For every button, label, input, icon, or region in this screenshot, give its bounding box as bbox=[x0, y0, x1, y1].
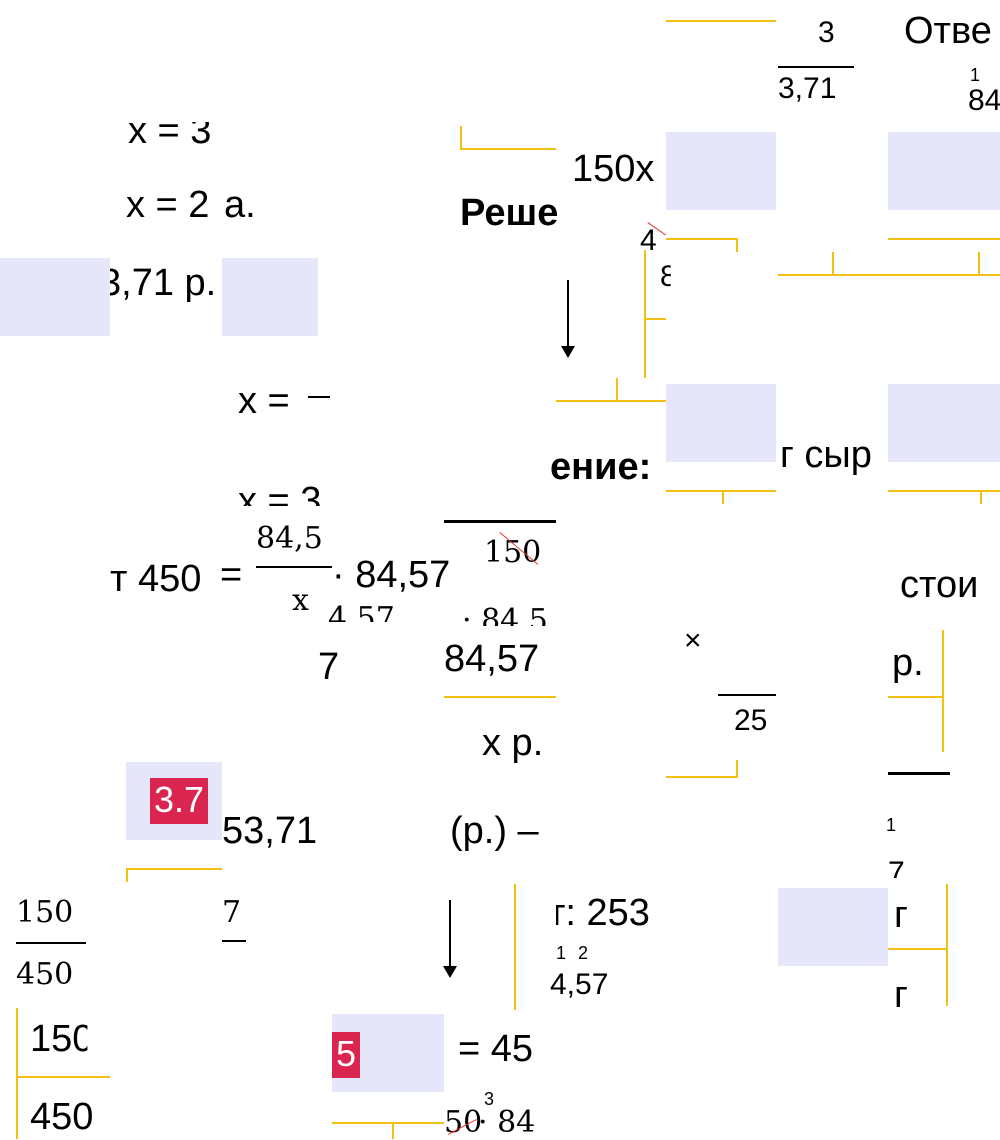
bracket-line bbox=[722, 490, 724, 504]
bracket-line bbox=[666, 490, 776, 492]
fraction-bar bbox=[718, 694, 776, 696]
fragment-text: 1 bbox=[556, 943, 567, 963]
fragment-text: 4,57 bbox=[550, 968, 609, 1001]
fragment-text: т 450 bbox=[110, 558, 202, 600]
fragment-text: 7 bbox=[318, 646, 340, 688]
bracket-line bbox=[666, 20, 776, 22]
bracket-line bbox=[666, 238, 738, 240]
bracket-line bbox=[126, 868, 128, 882]
fragment-text: · 84,57 bbox=[332, 554, 451, 596]
fragment-text: · 84 bbox=[478, 1105, 536, 1140]
bracket-line bbox=[444, 696, 556, 698]
fragment-text: x р. bbox=[482, 722, 544, 764]
number-badge: 3.7 bbox=[150, 778, 209, 824]
placeholder-tile bbox=[222, 258, 318, 336]
fragment-text: стои bbox=[900, 564, 979, 606]
bracket-line bbox=[460, 126, 462, 150]
fragment-text: 84 bbox=[968, 84, 1000, 117]
fragment-text: 450 bbox=[30, 1096, 94, 1138]
fragment-text: 4 bbox=[640, 224, 657, 257]
fragment-text: 1 bbox=[970, 65, 981, 85]
fragment-text: г сыр bbox=[780, 434, 872, 476]
fragment-text: 53,71 bbox=[222, 810, 318, 852]
number-badge: 5 bbox=[332, 1032, 361, 1078]
bracket-line bbox=[888, 238, 1000, 240]
down-arrow-icon bbox=[561, 280, 575, 358]
fraction-bar bbox=[222, 940, 246, 942]
bracket-line bbox=[888, 696, 944, 698]
fragment-text: 150 bbox=[30, 1018, 94, 1060]
fragment-text: x = 3 bbox=[238, 480, 322, 522]
bracket-line bbox=[16, 1008, 18, 1139]
fragment-text: ение: bbox=[550, 446, 652, 488]
bracket-line bbox=[778, 274, 1000, 276]
bracket-line bbox=[16, 1076, 110, 1078]
fragment-text: 84,5 bbox=[256, 521, 323, 556]
fragment-text: 3 bbox=[818, 16, 835, 49]
fragment-text: 4.57 bbox=[328, 601, 395, 636]
placeholder-tile bbox=[0, 258, 110, 336]
fragment-text: x = 3 bbox=[128, 110, 212, 152]
bracket-line bbox=[666, 776, 738, 778]
fragment-text: (р.) – bbox=[450, 810, 539, 852]
placeholder-tile bbox=[666, 132, 776, 210]
fragment-text: а. bbox=[224, 184, 256, 226]
down-arrow-icon bbox=[443, 900, 457, 978]
placeholder-tile bbox=[666, 384, 776, 462]
placeholder-tile bbox=[888, 132, 1000, 210]
fragment-text: Реше bbox=[460, 192, 559, 234]
fragment-text: 3,71 bbox=[778, 72, 837, 105]
fraction-bar bbox=[778, 66, 854, 68]
fragment-text: 450 bbox=[16, 957, 74, 992]
bracket-line bbox=[126, 868, 222, 870]
bracket-line bbox=[514, 884, 516, 1010]
fragment-text: р. bbox=[892, 642, 924, 684]
fragment-text: 150x bbox=[572, 148, 655, 190]
bracket-line bbox=[736, 760, 738, 778]
bracket-line bbox=[644, 250, 646, 378]
fragment-text: 7 bbox=[888, 856, 905, 889]
fragment-text: 150 bbox=[16, 895, 74, 930]
bracket-line bbox=[946, 884, 948, 1006]
fragment-text: x = 2 bbox=[126, 184, 210, 226]
fraction-bar bbox=[308, 396, 330, 398]
fragment-text: 3,71 р. bbox=[100, 262, 217, 304]
bracket-line bbox=[644, 318, 666, 320]
fraction-bar bbox=[444, 520, 556, 523]
bracket-line bbox=[556, 400, 666, 402]
fragment-text: 2 bbox=[578, 943, 589, 963]
bracket-line bbox=[980, 490, 982, 504]
bracket-line bbox=[460, 148, 556, 150]
bracket-line bbox=[332, 1122, 444, 1124]
placeholder-tile bbox=[888, 384, 1000, 462]
fragment-text: 7 bbox=[222, 895, 242, 930]
fragment-text: 1 bbox=[886, 815, 897, 835]
fragment-text: = bbox=[220, 554, 243, 596]
bracket-line bbox=[392, 1122, 394, 1139]
bracket-line bbox=[978, 252, 980, 274]
fragment-text: = 45 bbox=[458, 1028, 534, 1070]
bracket-line bbox=[736, 238, 738, 252]
bracket-line bbox=[942, 630, 944, 752]
placeholder-tile bbox=[778, 888, 888, 966]
fragment-text: 84,57 bbox=[444, 638, 540, 680]
fragment-text: 25 bbox=[734, 704, 768, 737]
fragment-text: 3 bbox=[484, 1089, 495, 1109]
fragment-text: г bbox=[894, 974, 908, 1016]
fragment-text: т: 253 bbox=[548, 892, 650, 934]
bracket-line bbox=[888, 490, 1000, 492]
bracket-line bbox=[888, 948, 948, 950]
fragment-text: × bbox=[684, 624, 702, 657]
fragment-text: Отве bbox=[904, 10, 992, 52]
bracket-line bbox=[832, 252, 834, 274]
fraction-bar bbox=[256, 566, 332, 568]
fragment-text: г bbox=[894, 894, 908, 936]
fragment-text: 8 bbox=[660, 260, 677, 293]
fragment-text: · 84,5 bbox=[462, 603, 548, 638]
fragment-text: x = bbox=[238, 380, 290, 422]
fraction-bar bbox=[16, 942, 86, 944]
fraction-bar bbox=[888, 772, 950, 775]
bracket-line bbox=[616, 378, 618, 400]
fragment-text: x bbox=[292, 583, 309, 618]
